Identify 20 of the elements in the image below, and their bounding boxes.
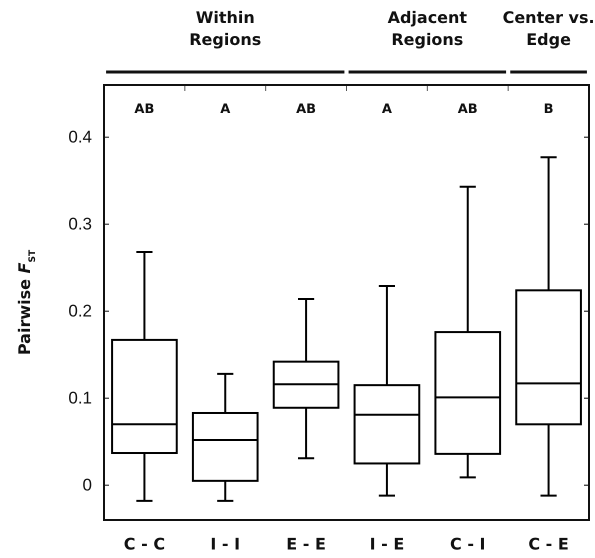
x-tick-label: C - I — [450, 534, 486, 554]
annotation: A — [220, 102, 230, 117]
annotation: AB — [134, 102, 154, 117]
y-tick-label: 0 — [82, 476, 92, 495]
text: Adjacent Regions — [388, 8, 468, 49]
x-tick-label: I - I — [210, 534, 240, 554]
y-tick-label: 0.1 — [68, 388, 92, 408]
x-tick-label: E - E — [286, 534, 326, 554]
x-tick-label: I - E — [370, 534, 404, 554]
text: Center vs. Edge — [502, 8, 595, 49]
annotation: AB — [296, 102, 316, 117]
y-tick-label: 0.3 — [68, 214, 92, 234]
annotation: A — [382, 102, 392, 117]
y-tick-label: 0.2 — [68, 302, 92, 321]
x-tick-label: C - C — [124, 534, 166, 554]
annotation: AB — [458, 102, 478, 117]
annotation: B — [544, 102, 554, 117]
y-tick-label: 0.4 — [68, 128, 92, 147]
text: Within Regions — [189, 8, 262, 49]
x-tick-label: C - E — [528, 534, 569, 554]
